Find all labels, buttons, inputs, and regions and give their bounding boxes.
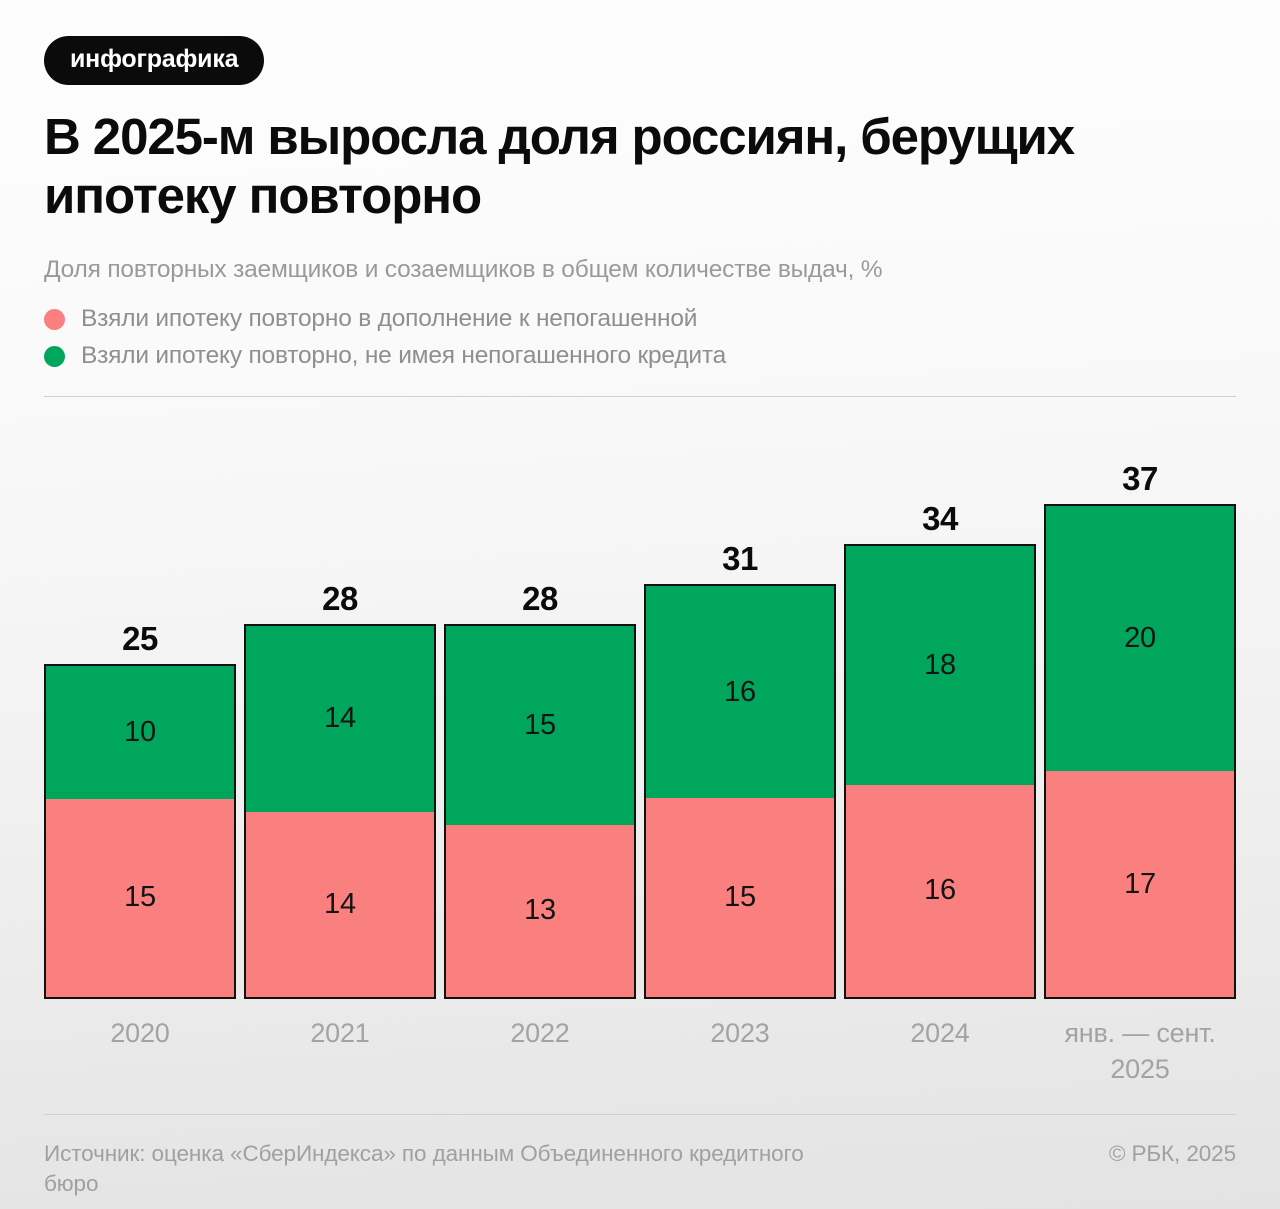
bar-stack: 10 15	[44, 664, 236, 999]
x-axis-tick-label: 2021	[244, 1015, 436, 1088]
x-axis-labels: 2020 2021 2022 2023 2024 янв. — сент. 2025	[44, 1015, 1236, 1088]
bar-segment-green: 20	[1046, 505, 1234, 772]
bar-segment-red: 17	[1046, 771, 1234, 997]
bar-column: 34 18 16	[844, 502, 1036, 999]
legend-item-label: Взяли ипотеку повторно, не имея непогаше…	[81, 342, 727, 370]
x-axis-tick-line1: 2024	[910, 1017, 970, 1048]
bar-segment-label: 20	[1124, 622, 1156, 655]
badge-row: инфографика	[44, 0, 1236, 85]
legend-dot-icon	[44, 308, 65, 330]
infographic-badge: инфографика	[44, 36, 265, 85]
bar-total-label: 25	[122, 620, 158, 658]
bar-stack: 15 13	[444, 624, 636, 999]
legend-item-label: Взяли ипотеку повторно в дополнение к не…	[81, 304, 698, 332]
footer-divider	[44, 1113, 1236, 1115]
bar-segment-label: 17	[1124, 867, 1156, 900]
bar-total-label: 34	[922, 500, 958, 538]
bar-segment-label: 15	[724, 881, 756, 914]
x-axis-tick-line1: 2020	[110, 1017, 170, 1048]
bar-segment-label: 14	[324, 887, 356, 920]
legend-divider	[44, 395, 1236, 397]
legend-item-no-outstanding: Взяли ипотеку повторно, не имея непогаше…	[44, 344, 1236, 369]
bar-segment-label: 10	[124, 716, 156, 749]
bar-stack: 18 16	[844, 544, 1036, 999]
chart-footer: Источник: оценка «СберИндекса» по данным…	[44, 1139, 1236, 1200]
bar-segment-label: 13	[524, 894, 556, 927]
chart-subtitle: Доля повторных заемщиков и созаемщиков в…	[44, 256, 883, 284]
x-axis-tick-label: 2020	[44, 1015, 236, 1088]
bar-total-label: 28	[322, 580, 358, 618]
bar-segment-label: 18	[924, 648, 956, 681]
bar-column: 25 10 15	[44, 620, 236, 999]
page-title: В 2025-м выросла доля россиян, берущих и…	[44, 108, 1075, 225]
bar-column: 28 15 13	[444, 582, 636, 999]
chart-legend: Взяли ипотеку повторно в дополнение к не…	[44, 304, 1236, 369]
bar-total-label: 28	[522, 580, 558, 618]
bar-segment-label: 15	[124, 881, 156, 914]
bar-segment-red: 15	[646, 798, 834, 997]
x-axis-tick-line1: 2023	[710, 1017, 770, 1048]
x-axis-tick-line1: 2022	[510, 1017, 570, 1048]
bar-segment-red: 13	[446, 824, 634, 997]
bar-segment-green: 18	[846, 546, 1034, 785]
bar-segment-label: 15	[524, 709, 556, 742]
stacked-bar-chart: 25 10 15 28 14 14 28 15 13 31 16 15 34 18 16 37 20 17	[44, 409, 1236, 999]
bar-segment-green: 15	[446, 626, 634, 825]
bar-segment-green: 14	[246, 626, 434, 812]
copyright-note: © РБК, 2025	[1108, 1140, 1236, 1166]
x-axis-tick-label: янв. — сент. 2025	[1044, 1015, 1236, 1088]
source-note: Источник: оценка «СберИндекса» по данным…	[44, 1140, 804, 1197]
bar-total-label: 31	[722, 540, 758, 578]
bar-stack: 20 17	[1044, 503, 1236, 999]
bar-total-label: 37	[1122, 459, 1158, 497]
bar-segment-red: 16	[846, 784, 1034, 997]
x-axis-tick-label: 2024	[844, 1015, 1036, 1088]
x-axis-tick-label: 2023	[644, 1015, 836, 1088]
bar-segment-label: 14	[324, 702, 356, 735]
bar-segment-label: 16	[924, 874, 956, 907]
legend-dot-icon	[44, 346, 65, 368]
bar-column: 37 20 17	[1044, 462, 1236, 999]
bar-segment-green: 16	[646, 586, 834, 799]
x-axis-tick-line1: янв. — сент.	[1064, 1017, 1216, 1048]
chart-plot-area: 25 10 15 28 14 14 28 15 13 31 16 15 34 18 16 37 20 17	[44, 462, 1236, 999]
bar-segment-green: 10	[46, 666, 234, 799]
bar-segment-label: 16	[724, 675, 756, 708]
bar-segment-red: 14	[246, 811, 434, 997]
x-axis-tick-line1: 2021	[310, 1017, 370, 1048]
bar-column: 28 14 14	[244, 582, 436, 999]
x-axis-tick-label: 2022	[444, 1015, 636, 1088]
x-axis-tick-line2: 2025	[1110, 1054, 1170, 1085]
bar-column: 31 16 15	[644, 542, 836, 999]
bar-stack: 14 14	[244, 624, 436, 999]
legend-item-additional: Взяли ипотеку повторно в дополнение к не…	[44, 304, 1236, 332]
bar-segment-red: 15	[46, 798, 234, 997]
bar-stack: 16 15	[644, 584, 836, 999]
